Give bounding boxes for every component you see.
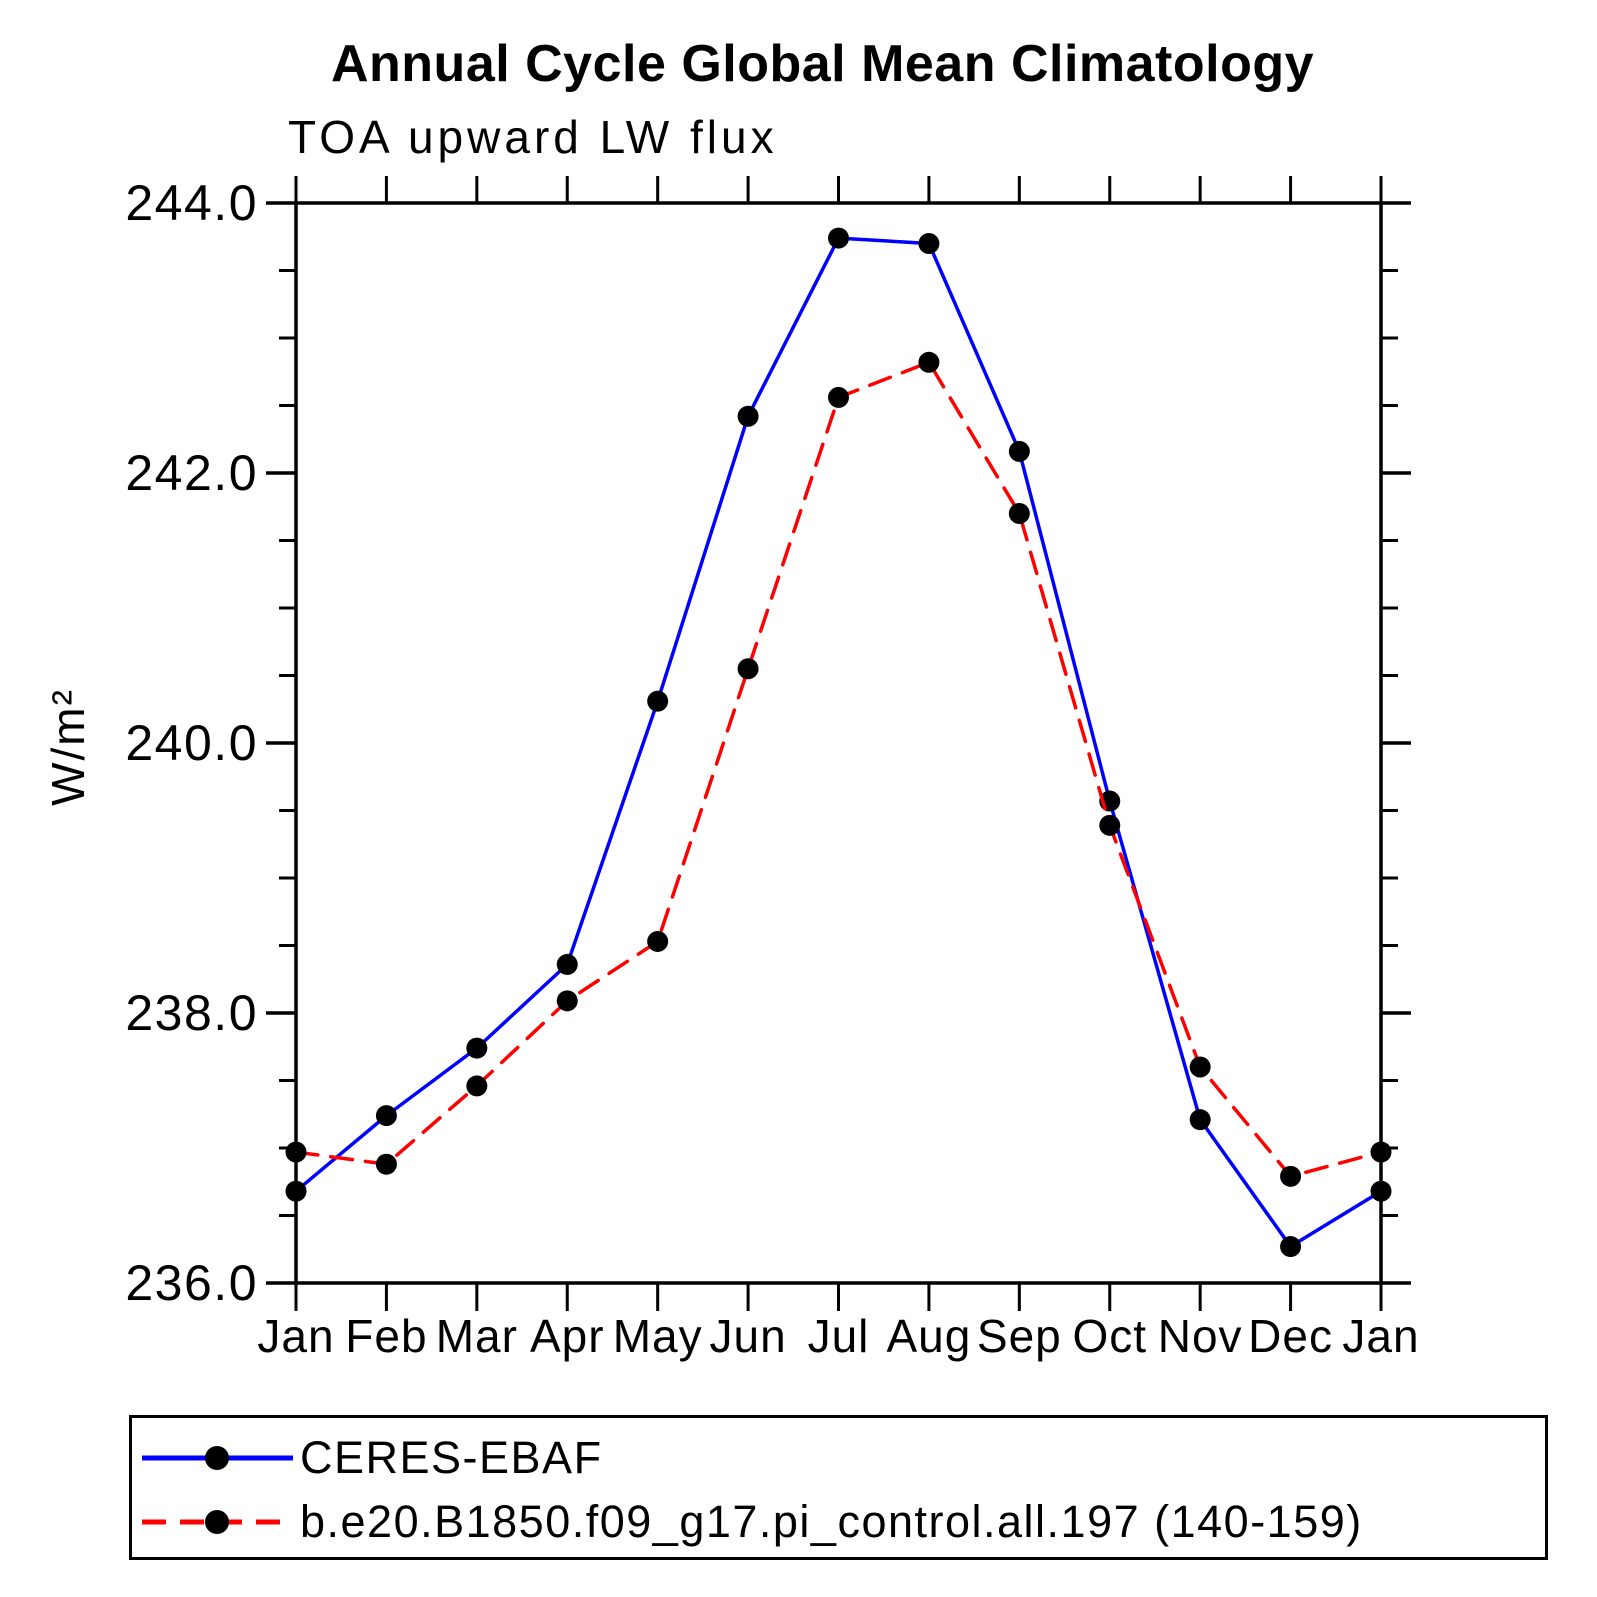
chart-title: Annual Cycle Global Mean Climatology <box>330 35 1315 93</box>
data-point-ceres-ebaf-Apr-3 <box>556 953 578 975</box>
data-point-model-Jan-0 <box>285 1141 307 1163</box>
legend-item-model: b.e20.B1850.f09_g17.pi_control.all.197 (… <box>140 1496 1363 1547</box>
data-point-ceres-ebaf-Sep-8 <box>1008 440 1030 462</box>
data-point-model-Feb-1 <box>375 1153 397 1175</box>
x-tick-label-Dec-11: Dec <box>1248 1310 1333 1362</box>
data-point-model-Apr-3 <box>556 990 578 1012</box>
data-point-model-Dec-11 <box>1280 1165 1302 1187</box>
data-point-model-Mar-2 <box>466 1075 488 1097</box>
legend-marker-dot <box>205 1510 229 1534</box>
legend-label-ceres-ebaf: CERES-EBAF <box>300 1432 603 1483</box>
data-point-ceres-ebaf-May-4 <box>647 690 669 712</box>
x-tick-label-Nov-10: Nov <box>1158 1310 1243 1362</box>
x-tick-label-Jan-12: Jan <box>1342 1310 1419 1362</box>
y-tick-label: 240.0 <box>125 715 258 771</box>
y-tick-label: 242.0 <box>125 445 258 501</box>
series-line-model <box>294 360 1383 1179</box>
data-point-ceres-ebaf-Mar-2 <box>466 1037 488 1059</box>
data-point-model-Jul-6 <box>828 386 849 408</box>
data-point-model-May-4 <box>647 930 669 952</box>
data-point-ceres-ebaf-Dec-11 <box>1280 1236 1302 1258</box>
x-tick-label-May-4: May <box>613 1310 703 1362</box>
data-point-ceres-ebaf-Jan-0 <box>285 1180 307 1202</box>
plot-frame <box>294 201 1383 1285</box>
data-point-model-Sep-8 <box>1008 503 1030 524</box>
data-point-ceres-ebaf-Jun-5 <box>737 405 759 427</box>
data-point-ceres-ebaf-Jul-6 <box>828 227 849 249</box>
chart-subtitle: TOA upward LW flux <box>288 111 778 163</box>
x-tick-label-Oct-9: Oct <box>1072 1310 1147 1362</box>
y-tick-label: 238.0 <box>125 985 258 1041</box>
x-tick-label-Feb-1: Feb <box>345 1310 427 1362</box>
legend-item-ceres-ebaf: CERES-EBAF <box>140 1432 603 1483</box>
legend-swatch-model <box>142 1510 293 1534</box>
data-point-model-Nov-10 <box>1189 1056 1211 1078</box>
data-point-ceres-ebaf-Jan-12 <box>1370 1180 1392 1202</box>
data-point-ceres-ebaf-Nov-10 <box>1189 1109 1211 1131</box>
y-tick-label: 244.0 <box>125 175 258 231</box>
legend-box: CERES-EBAF b.e20.B1850.f09_g17.pi_contro… <box>129 1415 1548 1560</box>
data-point-model-Jun-5 <box>737 658 759 680</box>
x-tick-label-Mar-2: Mar <box>436 1310 518 1362</box>
x-tick-label-Jul-6: Jul <box>808 1310 870 1362</box>
legend-label-model: b.e20.B1850.f09_g17.pi_control.all.197 (… <box>300 1496 1363 1547</box>
data-point-model-Jan-12 <box>1370 1141 1392 1163</box>
legend-swatch-ceres-ebaf <box>142 1446 293 1470</box>
x-tick-label-Jun-5: Jun <box>709 1310 786 1362</box>
data-point-ceres-ebaf-Feb-1 <box>375 1105 397 1127</box>
x-tick-label-Aug-7: Aug <box>886 1310 971 1362</box>
data-point-model-Oct-9 <box>1099 814 1121 836</box>
x-tick-label-Apr-3: Apr <box>530 1310 605 1362</box>
y-tick-label: 236.0 <box>125 1255 258 1311</box>
data-point-ceres-ebaf-Aug-7 <box>918 233 940 254</box>
x-tick-label-Jan-0: Jan <box>257 1310 334 1362</box>
legend-marker-dot <box>205 1446 229 1470</box>
x-tick-label-Sep-8: Sep <box>977 1310 1062 1362</box>
data-point-model-Aug-7 <box>918 351 940 373</box>
